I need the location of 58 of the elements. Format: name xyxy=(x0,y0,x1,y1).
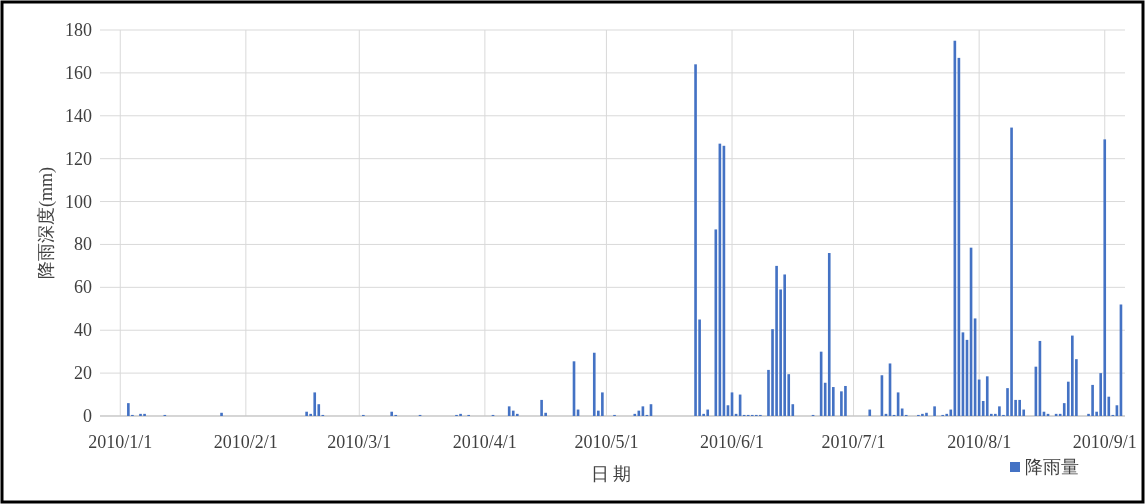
bar xyxy=(633,413,637,416)
bar xyxy=(1018,399,1021,416)
y-axis-title: 降雨深度(mm) xyxy=(36,167,57,279)
bar xyxy=(313,392,317,416)
y-tick-label: 80 xyxy=(74,234,92,255)
bar xyxy=(775,265,778,416)
bar xyxy=(601,392,604,416)
bar xyxy=(933,406,936,416)
bar xyxy=(1103,139,1107,416)
y-tick-label: 160 xyxy=(65,62,92,83)
y-tick-label: 40 xyxy=(74,320,92,341)
bar xyxy=(945,413,949,416)
bar xyxy=(143,413,146,416)
x-tick-label: 2010/1/1 xyxy=(88,432,153,452)
x-tick-label: 2010/5/1 xyxy=(574,432,639,452)
x-tick-label: 2010/8/1 xyxy=(947,432,1012,452)
bar xyxy=(827,253,831,416)
x-tick-label: 2010/3/1 xyxy=(327,432,392,452)
y-tick-label: 60 xyxy=(74,277,92,298)
bar xyxy=(949,409,953,416)
y-tick-label: 100 xyxy=(65,191,92,212)
y-tick-label: 20 xyxy=(74,363,92,384)
legend-label: 降雨量 xyxy=(1025,457,1079,477)
bar xyxy=(706,409,710,416)
bar xyxy=(998,406,1001,416)
bar xyxy=(459,413,462,416)
bar xyxy=(985,376,989,416)
y-tick-label: 140 xyxy=(65,105,92,126)
bar xyxy=(921,413,924,416)
bar xyxy=(1071,335,1074,416)
y-tick-label: 180 xyxy=(65,20,92,40)
bar xyxy=(868,409,872,416)
bar xyxy=(305,411,308,416)
bar xyxy=(515,413,519,416)
bar xyxy=(139,413,142,416)
bar xyxy=(844,385,847,416)
y-tick-label: 0 xyxy=(83,406,92,426)
bar xyxy=(694,64,697,416)
bar xyxy=(507,406,511,416)
x-tick-label: 2010/9/1 xyxy=(1072,432,1137,452)
bar xyxy=(540,399,543,416)
x-axis-title: 日期 xyxy=(590,464,635,484)
x-tick-label: 2010/6/1 xyxy=(700,432,765,452)
bar xyxy=(511,410,515,416)
bar xyxy=(127,403,130,416)
bar xyxy=(714,229,718,416)
x-tick-label: 2010/2/1 xyxy=(213,432,278,452)
y-tick-label: 120 xyxy=(65,148,92,169)
bar xyxy=(390,411,394,416)
bar xyxy=(1091,384,1094,416)
legend: 降雨量 xyxy=(1010,457,1079,477)
x-tick-label: 2010/7/1 xyxy=(821,432,886,452)
x-tick-label: 2010/4/1 xyxy=(452,432,517,452)
bar xyxy=(220,412,223,416)
bar xyxy=(1010,127,1013,416)
bar xyxy=(925,412,928,416)
bar xyxy=(592,352,596,416)
bar xyxy=(783,274,786,416)
